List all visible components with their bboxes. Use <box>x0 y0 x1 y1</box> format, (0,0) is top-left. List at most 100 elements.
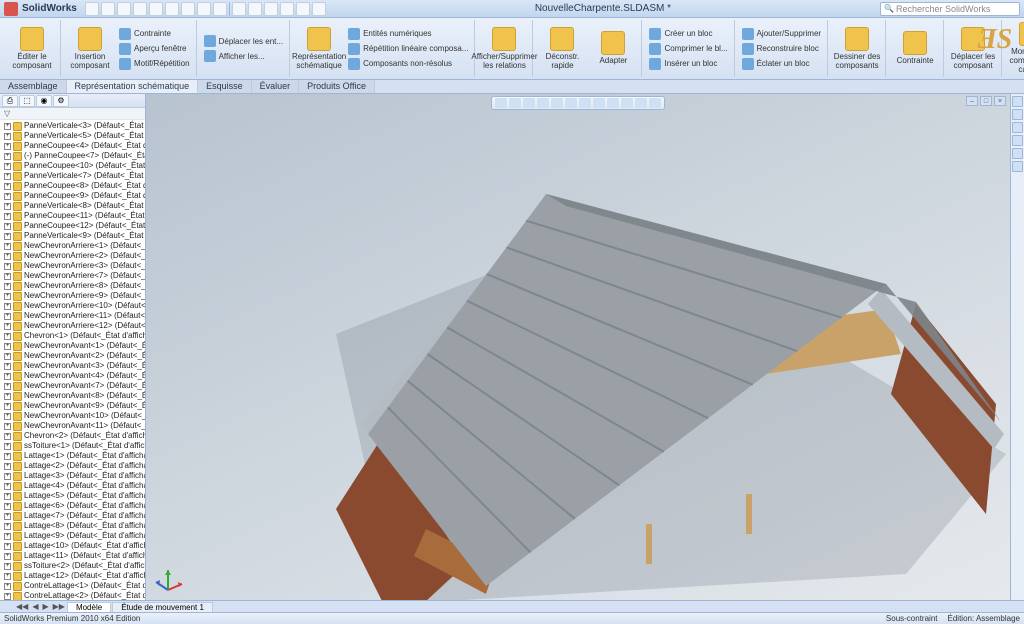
cmd-tab[interactable]: Assemblage <box>0 80 67 93</box>
tree-item[interactable]: +PanneVerticale<9> (Défaut<_État d'affic… <box>0 231 145 241</box>
expand-icon[interactable]: + <box>4 503 11 510</box>
feature-tree[interactable]: +PanneVerticale<3> (Défaut<_État d'affic… <box>0 120 145 600</box>
tree-tab[interactable]: ⬚ <box>19 95 35 107</box>
ribbon-button[interactable]: Insertion composant <box>66 27 114 71</box>
taskpane-icon[interactable] <box>1012 109 1023 120</box>
expand-icon[interactable]: + <box>4 143 11 150</box>
ribbon-small-button[interactable]: Déplacer les ent... <box>202 34 285 48</box>
ribbon-button[interactable]: Représentation schématique <box>295 27 343 71</box>
undo-icon[interactable] <box>149 2 163 16</box>
ribbon-small-button[interactable]: Motif/Répétition <box>117 57 192 71</box>
ribbon-small-button[interactable]: Insérer un bloc <box>647 57 729 71</box>
tree-item[interactable]: +NewChevronArriere<2> (Défaut<_État d'af… <box>0 251 145 261</box>
tree-item[interactable]: +PanneVerticale<8> (Défaut<_État d'affic… <box>0 201 145 211</box>
print-icon[interactable] <box>133 2 147 16</box>
tree-item[interactable]: +Lattage<8> (Défaut<_État d'affichage1>) <box>0 521 145 531</box>
ribbon-small-button[interactable]: Contrainte <box>117 27 192 41</box>
ribbon-small-button[interactable]: Composants non-résolus <box>346 57 470 71</box>
tree-tab[interactable]: ⚙ <box>53 95 69 107</box>
tree-item[interactable]: +ContreLattage<2> (Défaut<_État d'affich… <box>0 591 145 600</box>
tree-item[interactable]: +Lattage<9> (Défaut<_État d'affichage1>) <box>0 531 145 541</box>
expand-icon[interactable]: + <box>4 303 11 310</box>
ribbon-small-button[interactable]: Entités numériques <box>346 27 470 41</box>
tree-item[interactable]: +Lattage<4> (Défaut<_État d'affichage1>) <box>0 481 145 491</box>
expand-icon[interactable]: + <box>4 223 11 230</box>
expand-icon[interactable]: + <box>4 243 11 250</box>
expand-icon[interactable]: + <box>4 573 11 580</box>
tree-item[interactable]: +PanneCoupee<11> (Défaut<_État d'afficha… <box>0 211 145 221</box>
new-icon[interactable] <box>85 2 99 16</box>
expand-icon[interactable]: + <box>4 493 11 500</box>
expand-icon[interactable]: + <box>4 513 11 520</box>
ribbon-small-button[interactable]: Ajouter/Supprimer <box>740 27 823 41</box>
expand-icon[interactable]: + <box>4 293 11 300</box>
tree-item[interactable]: +PanneVerticale<5> (Défaut<_État d'affic… <box>0 131 145 141</box>
expand-icon[interactable]: + <box>4 523 11 530</box>
cmd-tab[interactable]: Esquisse <box>198 80 252 93</box>
expand-icon[interactable]: + <box>4 173 11 180</box>
ribbon-button[interactable]: Dessiner des composants <box>833 27 881 71</box>
tree-item[interactable]: +PanneCoupee<9> (Défaut<_État d'affichag… <box>0 191 145 201</box>
ribbon-small-button[interactable]: Comprimer le bl... <box>647 42 729 56</box>
tree-item[interactable]: +Lattage<7> (Défaut<_État d'affichage1>) <box>0 511 145 521</box>
b-icon[interactable] <box>248 2 262 16</box>
tree-tab[interactable]: ◉ <box>36 95 52 107</box>
tree-item[interactable]: +NewChevronArriere<9> (Défaut<_État d'af… <box>0 291 145 301</box>
expand-icon[interactable]: + <box>4 583 11 590</box>
ribbon-small-button[interactable]: Créer un bloc <box>647 27 729 41</box>
c-icon[interactable] <box>264 2 278 16</box>
expand-icon[interactable]: + <box>4 443 11 450</box>
tree-item[interactable]: +NewChevronAvant<1> (Défaut<_État d'affi… <box>0 341 145 351</box>
tree-item[interactable]: +NewChevronArriere<3> (Défaut<_État d'af… <box>0 261 145 271</box>
tree-item[interactable]: +Lattage<3> (Défaut<_État d'affichage1>) <box>0 471 145 481</box>
ribbon-small-button[interactable]: Aperçu fenêtre <box>117 42 192 56</box>
|-icon[interactable] <box>229 2 230 16</box>
tree-item[interactable]: +NewChevronArriere<11> (Défaut<_État d'a… <box>0 311 145 321</box>
expand-icon[interactable]: + <box>4 393 11 400</box>
expand-icon[interactable]: + <box>4 333 11 340</box>
expand-icon[interactable]: + <box>4 543 11 550</box>
tab-nav-prev1[interactable]: ◀ <box>30 602 40 611</box>
search-input[interactable]: Rechercher SolidWorks <box>880 2 1020 16</box>
tree-item[interactable]: +PanneCoupee<12> (Défaut<_État d'afficha… <box>0 221 145 231</box>
tree-item[interactable]: +NewChevronAvant<4> (Défaut<_État d'affi… <box>0 371 145 381</box>
expand-icon[interactable]: + <box>4 193 11 200</box>
tree-item[interactable]: +Chevron<2> (Défaut<_État d'affichage1>) <box>0 431 145 441</box>
ribbon-small-button[interactable]: Éclater un bloc <box>740 57 823 71</box>
bottom-tab[interactable]: Modèle <box>67 602 111 612</box>
tree-item[interactable]: +PanneVerticale<3> (Défaut<_État d'affic… <box>0 121 145 131</box>
expand-icon[interactable]: + <box>4 263 11 270</box>
d-icon[interactable] <box>280 2 294 16</box>
ribbon-button[interactable]: Éditer le composant <box>8 27 56 71</box>
expand-icon[interactable]: + <box>4 203 11 210</box>
expand-icon[interactable]: + <box>4 563 11 570</box>
tree-item[interactable]: +NewChevronAvant<9> (Défaut<_État d'affi… <box>0 401 145 411</box>
tree-item[interactable]: +Lattage<6> (Défaut<_État d'affichage1>) <box>0 501 145 511</box>
tree-item[interactable]: +NewChevronAvant<11> (Défaut<_État d'aff… <box>0 421 145 431</box>
expand-icon[interactable]: + <box>4 323 11 330</box>
cmd-tab[interactable]: Évaluer <box>252 80 300 93</box>
expand-icon[interactable]: + <box>4 553 11 560</box>
tree-item[interactable]: +NewChevronArriere<7> (Défaut<_État d'af… <box>0 271 145 281</box>
expand-icon[interactable]: + <box>4 133 11 140</box>
tree-item[interactable]: +Lattage<2> (Défaut<_État d'affichage1>) <box>0 461 145 471</box>
ribbon-small-button[interactable]: Reconstruire bloc <box>740 42 823 56</box>
expand-icon[interactable]: + <box>4 453 11 460</box>
orientation-triad[interactable] <box>150 560 186 596</box>
tree-item[interactable]: +NewChevronArriere<8> (Défaut<_État d'af… <box>0 281 145 291</box>
tree-item[interactable]: +PanneVerticale<7> (Défaut<_État d'affic… <box>0 171 145 181</box>
tab-nav-next[interactable]: ▶▶ <box>51 602 67 611</box>
expand-icon[interactable]: + <box>4 273 11 280</box>
tree-item[interactable]: +NewChevronAvant<10> (Défaut<_État d'aff… <box>0 411 145 421</box>
ribbon-small-button[interactable]: Afficher les... <box>202 49 285 63</box>
expand-icon[interactable]: + <box>4 383 11 390</box>
expand-icon[interactable]: + <box>4 283 11 290</box>
expand-icon[interactable]: + <box>4 343 11 350</box>
tree-item[interactable]: +ssToiture<2> (Défaut<_État d'affichage1… <box>0 561 145 571</box>
tree-item[interactable]: +PanneCoupee<8> (Défaut<_État d'affichag… <box>0 181 145 191</box>
tree-item[interactable]: +Lattage<12> (Défaut<_État d'affichage1>… <box>0 571 145 581</box>
expand-icon[interactable]: + <box>4 473 11 480</box>
taskpane-icon[interactable] <box>1012 161 1023 172</box>
tree-filter-row[interactable]: ▽ <box>0 108 145 120</box>
expand-icon[interactable]: + <box>4 153 11 160</box>
